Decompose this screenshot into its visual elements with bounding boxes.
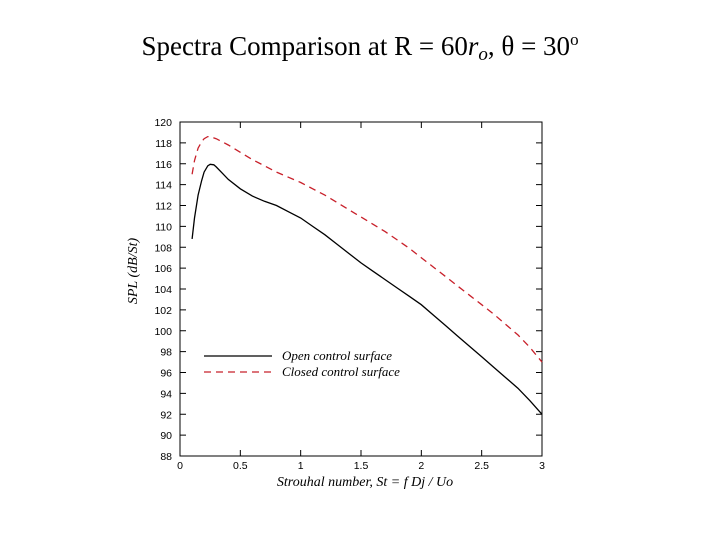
title-separator: , [487,31,502,61]
x-tick-label: 2 [418,460,424,472]
y-tick-label: 112 [155,201,172,213]
y-tick-label: 104 [154,284,172,296]
title-theta: θ [501,31,515,61]
x-tick-label: 3 [539,460,545,472]
y-tick-label: 90 [160,430,172,442]
title-equals: = 30 [514,31,571,61]
title-r: r [467,31,479,61]
y-tick-label: 106 [154,263,172,275]
plot-frame [179,121,543,457]
x-tick-label: 0.5 [233,460,248,472]
legend-label-1: Open control surface [282,348,392,363]
y-tick-label: 88 [160,451,172,463]
y-tick-label: 102 [154,305,172,317]
x-tick-label: 1 [298,460,304,472]
x-tick-label: 2.5 [474,460,489,472]
x-tick-label: 1.5 [354,460,369,472]
y-tick-label: 98 [160,347,172,359]
axes: 8890929496981001021041061081101121141161… [154,117,545,472]
legend-label-2: Closed control surface [282,364,400,379]
y-tick-label: 94 [160,388,172,400]
title-degree: o [570,30,579,49]
y-tick-label: 114 [155,180,172,192]
y-tick-label: 96 [160,368,172,380]
series-line-1 [191,163,543,415]
y-tick-label: 92 [160,409,172,421]
title-prefix: Spectra Comparison at R = 60 [141,31,468,61]
y-tick-label: 110 [155,221,172,233]
title-r-subscript: o [478,44,488,65]
x-tick-label: 0 [177,460,183,472]
series-layer [191,135,543,415]
slide-title: Spectra Comparison at R = 60ro, θ = 30o [0,30,720,66]
y-tick-label: 120 [154,117,172,129]
x-axis-title: Strouhal number, St = f Dj / Uo [277,475,453,490]
y-axis-title: SPL (dB/St) [126,238,141,305]
y-tick-label: 118 [155,138,172,150]
y-tick-label: 116 [155,159,172,171]
y-tick-label: 100 [154,326,172,338]
y-tick-label: 108 [154,242,172,254]
series-line-2 [191,135,543,363]
